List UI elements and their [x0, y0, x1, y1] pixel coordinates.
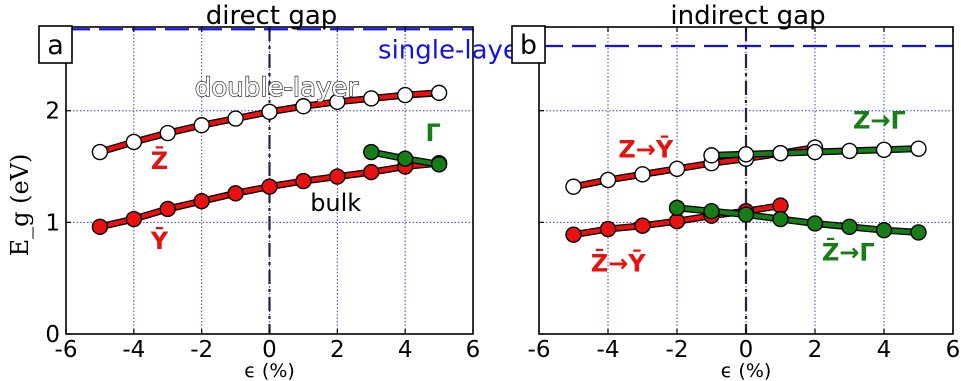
x-tick-label: 2	[330, 337, 345, 363]
annotation-label: Z→Γ	[853, 107, 906, 135]
x-tick-label: -4	[597, 337, 620, 363]
x-tick-label: 4	[877, 337, 892, 363]
plot-area	[539, 44, 953, 243]
panel-a: -6 -4 -2 0 2 4 6 0 1 2 direct gap a ϵ (%) single-laye…	[38, 1, 530, 381]
annotation-label: double-layer	[195, 73, 359, 103]
data-point	[737, 206, 755, 223]
data-point	[599, 220, 617, 238]
y-axis-label: E_g (eV)	[6, 154, 34, 257]
x-tick-label: 4	[398, 337, 413, 363]
annotation-label: Z̄→Γ	[822, 236, 875, 266]
data-point	[329, 168, 346, 185]
data-point	[634, 217, 651, 234]
data-point	[159, 124, 176, 142]
annotation-label: Z̄	[151, 144, 168, 174]
data-point	[875, 141, 893, 159]
data-point	[875, 221, 893, 239]
x-tick-label: 0	[739, 337, 754, 363]
x-axis-label: ϵ (%)	[721, 360, 772, 381]
data-point	[565, 178, 582, 195]
series-bulk	[91, 154, 448, 236]
data-point	[772, 210, 789, 228]
x-tick-label: -6	[528, 337, 551, 363]
x-tick-label: -2	[666, 337, 689, 363]
annotation-label: Z→Ȳ	[618, 135, 674, 164]
data-point	[227, 185, 244, 202]
x-tick-label: -6	[55, 337, 78, 363]
series-double-layer	[91, 84, 448, 161]
panel-label-text: b	[520, 30, 537, 61]
panel-title: indirect gap	[670, 1, 825, 31]
data-point	[772, 144, 789, 162]
data-point	[193, 117, 210, 134]
x-tick-label: 0	[262, 337, 277, 363]
data-point	[295, 172, 312, 190]
data-point	[634, 166, 651, 183]
x-tick-label: 6	[466, 337, 481, 363]
panel-label-text: a	[47, 30, 64, 61]
annotation-label: Ȳ	[150, 226, 169, 255]
data-point	[430, 156, 448, 173]
data-point	[329, 93, 346, 110]
x-axis-label: ϵ (%)	[244, 360, 295, 381]
data-point	[703, 147, 720, 164]
data-point	[910, 224, 927, 241]
data-point	[668, 160, 686, 177]
x-tick-label: 2	[808, 337, 823, 363]
data-point	[193, 192, 210, 210]
plot-area	[66, 28, 473, 236]
y-tick-label: 0	[45, 322, 60, 348]
data-point	[841, 218, 858, 236]
series-Γ	[363, 143, 448, 173]
y-tick-label: 2	[45, 99, 60, 125]
series-Z̄→Γ	[668, 199, 927, 241]
panel-label-box	[38, 25, 73, 64]
annotation-label: Γ	[426, 119, 441, 147]
x-tick-label: 6	[946, 337, 961, 363]
panel-label-box	[511, 25, 546, 64]
data-point	[261, 178, 278, 195]
x-tick-label: -4	[122, 337, 145, 363]
series-Z→Γ	[703, 140, 927, 164]
data-point	[668, 199, 686, 217]
data-point	[91, 218, 109, 236]
data-point	[565, 226, 582, 243]
data-point	[396, 86, 414, 104]
panel-title: direct gap	[206, 1, 338, 31]
annotation-label: Z̄→Ȳ	[591, 247, 647, 277]
data-point	[159, 200, 176, 218]
data-point	[806, 143, 824, 161]
data-point	[806, 215, 824, 232]
annotation-label: single-layer	[378, 35, 530, 65]
annotation-label: bulk	[310, 189, 361, 217]
data-point	[91, 143, 109, 161]
y-tick-label: 1	[45, 210, 60, 236]
data-point	[737, 146, 755, 163]
panel-label: b	[511, 25, 546, 64]
data-point	[430, 84, 448, 102]
data-point	[396, 150, 414, 167]
data-point	[363, 163, 380, 181]
data-point	[227, 110, 244, 127]
data-point	[841, 142, 858, 160]
data-point	[125, 210, 143, 228]
data-point	[910, 140, 927, 157]
panel-label: a	[38, 25, 73, 64]
data-point	[363, 90, 380, 107]
data-point	[599, 171, 617, 189]
data-point	[261, 103, 278, 121]
data-point	[703, 202, 720, 220]
data-point	[363, 143, 380, 161]
data-point	[125, 133, 143, 151]
panel-b: -6 -4 -2 0 2 4 6 indirect gap b ϵ (%) Z→Ȳ Z→Γ Z̄→Ȳ Z̄…	[511, 1, 961, 381]
x-tick-label: -2	[190, 337, 213, 363]
data-point	[295, 98, 312, 115]
